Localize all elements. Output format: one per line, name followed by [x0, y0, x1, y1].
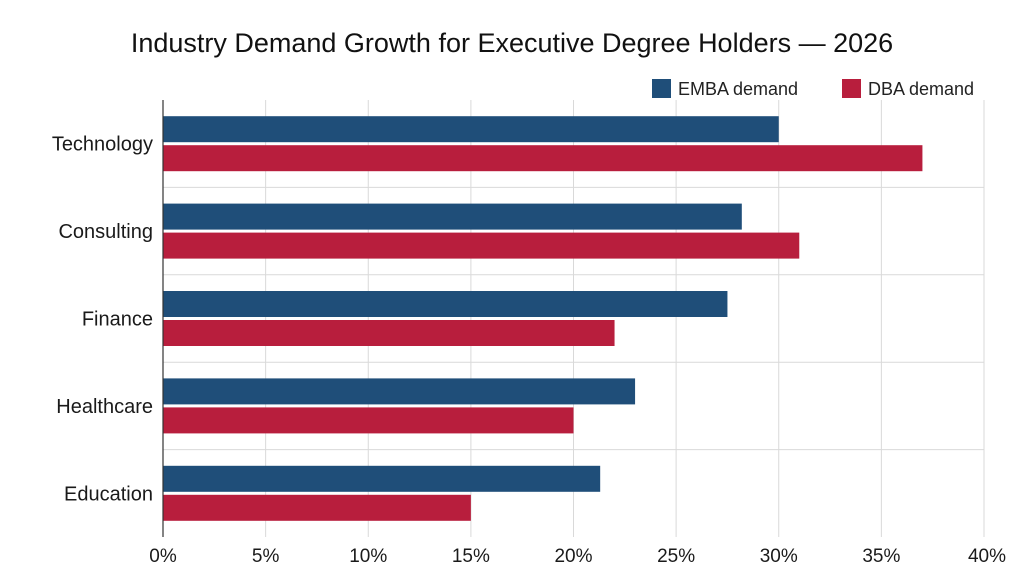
- category-label: Healthcare: [56, 396, 153, 418]
- x-tick-label: 40%: [968, 546, 1006, 567]
- legend-swatch: [842, 79, 861, 98]
- category-label: Finance: [82, 309, 153, 331]
- x-tick-label: 0%: [149, 546, 177, 567]
- x-tick-label: 10%: [349, 546, 387, 567]
- x-tick-label: 20%: [554, 546, 592, 567]
- gridlines: [163, 100, 985, 537]
- bar-dba-demand-consulting: [163, 232, 800, 259]
- bar-emba-demand-consulting: [163, 203, 742, 230]
- category-label: Education: [64, 483, 153, 505]
- legend: EMBA demand DBA demand: [652, 79, 974, 99]
- category-label: Technology: [52, 134, 153, 156]
- bar-dba-demand-healthcare: [163, 407, 574, 434]
- x-tick-label: 30%: [760, 546, 798, 567]
- bar-emba-demand-education: [163, 465, 601, 492]
- bar-dba-demand-technology: [163, 145, 923, 172]
- category-label: Consulting: [58, 221, 153, 243]
- bar-emba-demand-healthcare: [163, 378, 636, 405]
- bar-emba-demand-technology: [163, 116, 779, 143]
- category-labels: Technology Consulting Finance Healthcare Edu…: [52, 134, 153, 506]
- bar-dba-demand-education: [163, 494, 471, 521]
- x-tick-label: 5%: [252, 546, 280, 567]
- bar-emba-demand-finance: [163, 291, 728, 317]
- bar-dba-demand-finance: [163, 320, 615, 346]
- x-axis-tick-labels: 0% 5% 10% 15% 20% 25% 30% 35% 40%: [149, 546, 1006, 567]
- legend-label: DBA demand: [868, 79, 974, 99]
- x-tick-label: 15%: [452, 546, 490, 567]
- bars: [163, 116, 923, 521]
- x-tick-label: 25%: [657, 546, 695, 567]
- chart-title: Industry Demand Growth for Executive Deg…: [131, 28, 893, 58]
- legend-swatch: [652, 79, 671, 98]
- x-tick-label: 35%: [862, 546, 900, 567]
- legend-label: EMBA demand: [678, 79, 798, 99]
